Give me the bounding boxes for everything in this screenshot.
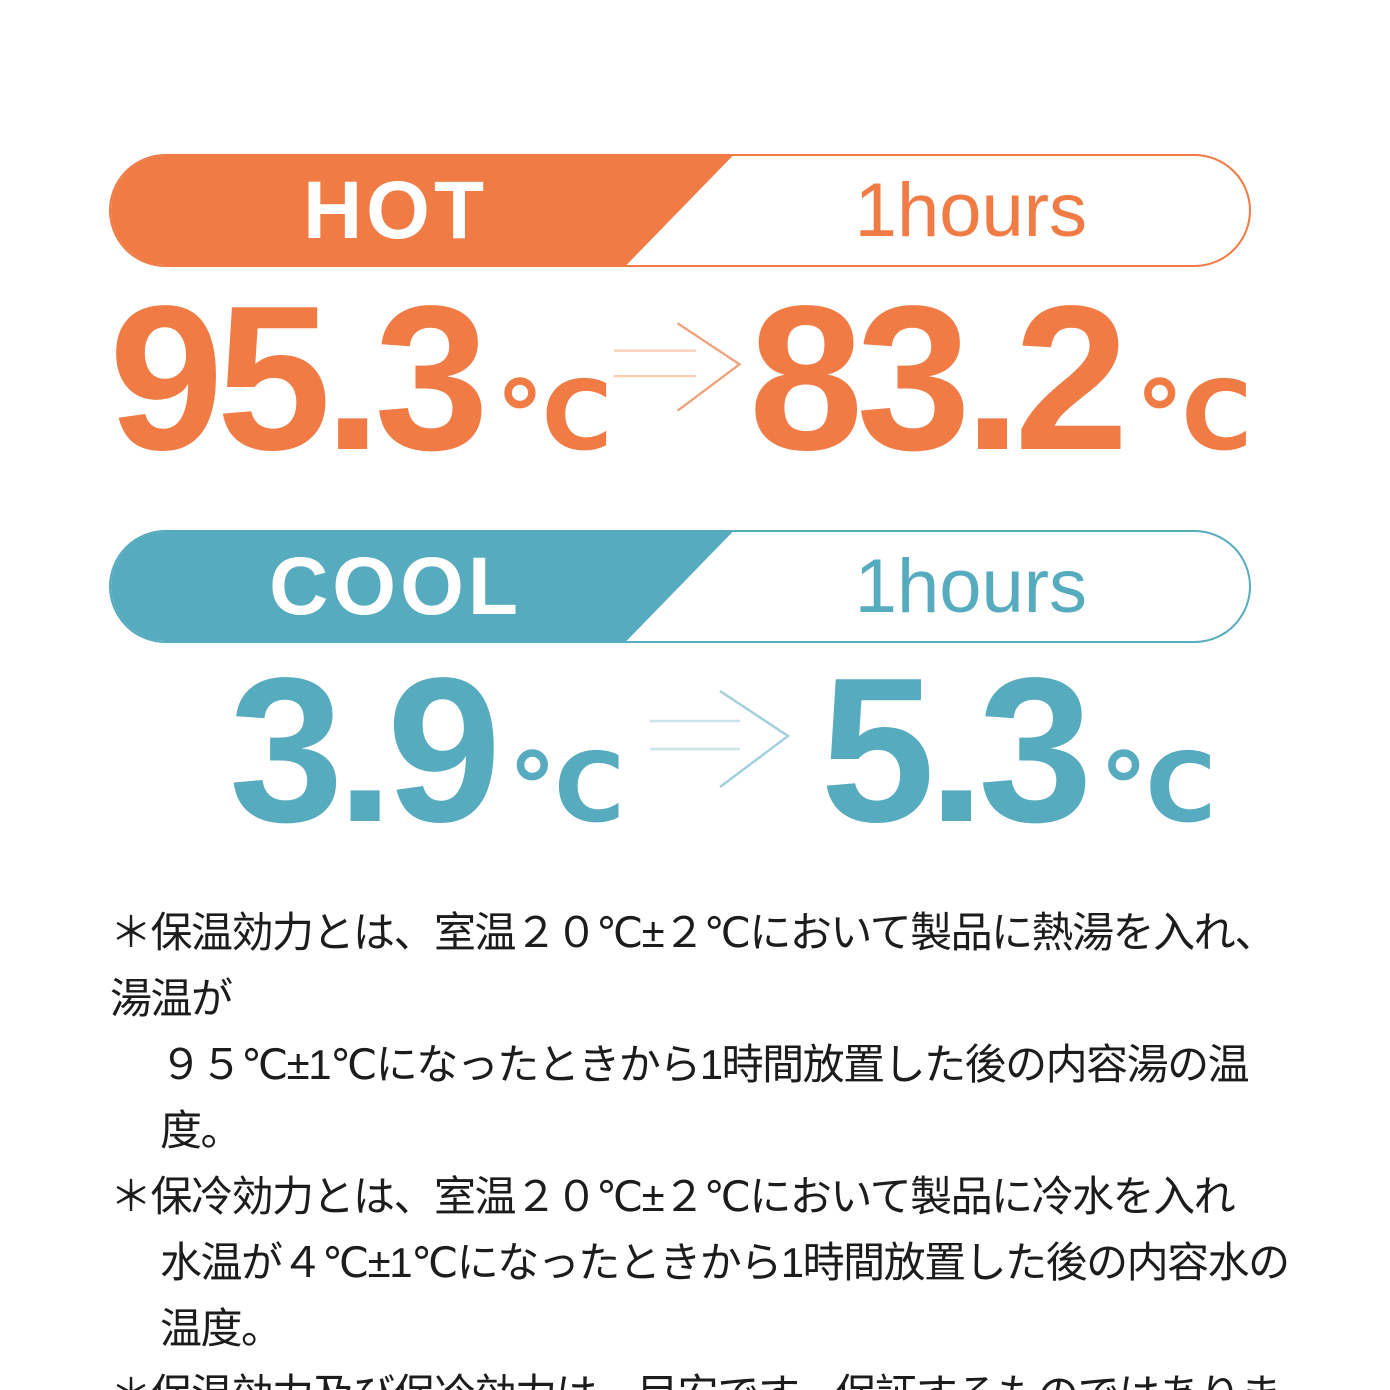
note-line: 水温が４℃±1℃になったときから1時間放置した後の内容水の温度。: [160, 1239, 1290, 1352]
cool-start-temp: 3.9 ℃: [229, 647, 625, 853]
cool-banner-fill: [111, 532, 735, 641]
cool-temperature-row: 3.9 ℃ 5.3 ℃: [109, 647, 1252, 853]
hot-banner: HOT 1hours: [109, 154, 1251, 267]
note-line: ＊保冷効力とは、室温２０℃±２℃において製品に冷水を入れ: [110, 1173, 1236, 1220]
hot-duration: 1hours: [854, 167, 1088, 253]
hot-end-value: 83.2: [748, 263, 1129, 493]
hot-temperature-row: 95.3 ℃ 83.2 ℃: [109, 275, 1252, 481]
hot-label: HOT: [302, 164, 489, 256]
cool-start-unit: ℃: [508, 735, 625, 842]
note-line: ９５℃±1℃になったときから1時間放置した後の内容湯の温度。: [160, 1041, 1250, 1154]
cool-label: COOL: [269, 540, 522, 632]
cool-end-unit: ℃: [1099, 735, 1216, 842]
cool-end-temp: 5.3 ℃: [820, 647, 1216, 853]
note-line: ＊保温効力及び保冷効力は、目安です。保証するものではありません。: [110, 1362, 1296, 1390]
arrow-right-icon: [649, 689, 790, 788]
hot-start-unit: ℃: [495, 363, 613, 470]
hot-banner-fill: [111, 156, 735, 265]
hot-start-temp: 95.3 ℃: [109, 275, 612, 481]
hot-end-unit: ℃: [1135, 363, 1252, 470]
hot-start-value: 95.3: [109, 263, 489, 493]
cool-banner: COOL 1hours: [109, 530, 1251, 643]
cool-duration: 1hours: [854, 543, 1088, 629]
cool-start-value: 3.9: [229, 635, 501, 865]
footnotes: ＊保温効力とは、室温２０℃±２℃において製品に熱湯を入れ、湯温が ９５℃±1℃に…: [110, 900, 1296, 1390]
note-line: ＊保温効力とは、室温２０℃±２℃において製品に熱湯を入れ、湯温が: [110, 909, 1277, 1022]
arrow-right-icon: [614, 322, 742, 412]
cool-end-value: 5.3: [820, 635, 1092, 865]
hot-end-temp: 83.2 ℃: [749, 275, 1252, 481]
